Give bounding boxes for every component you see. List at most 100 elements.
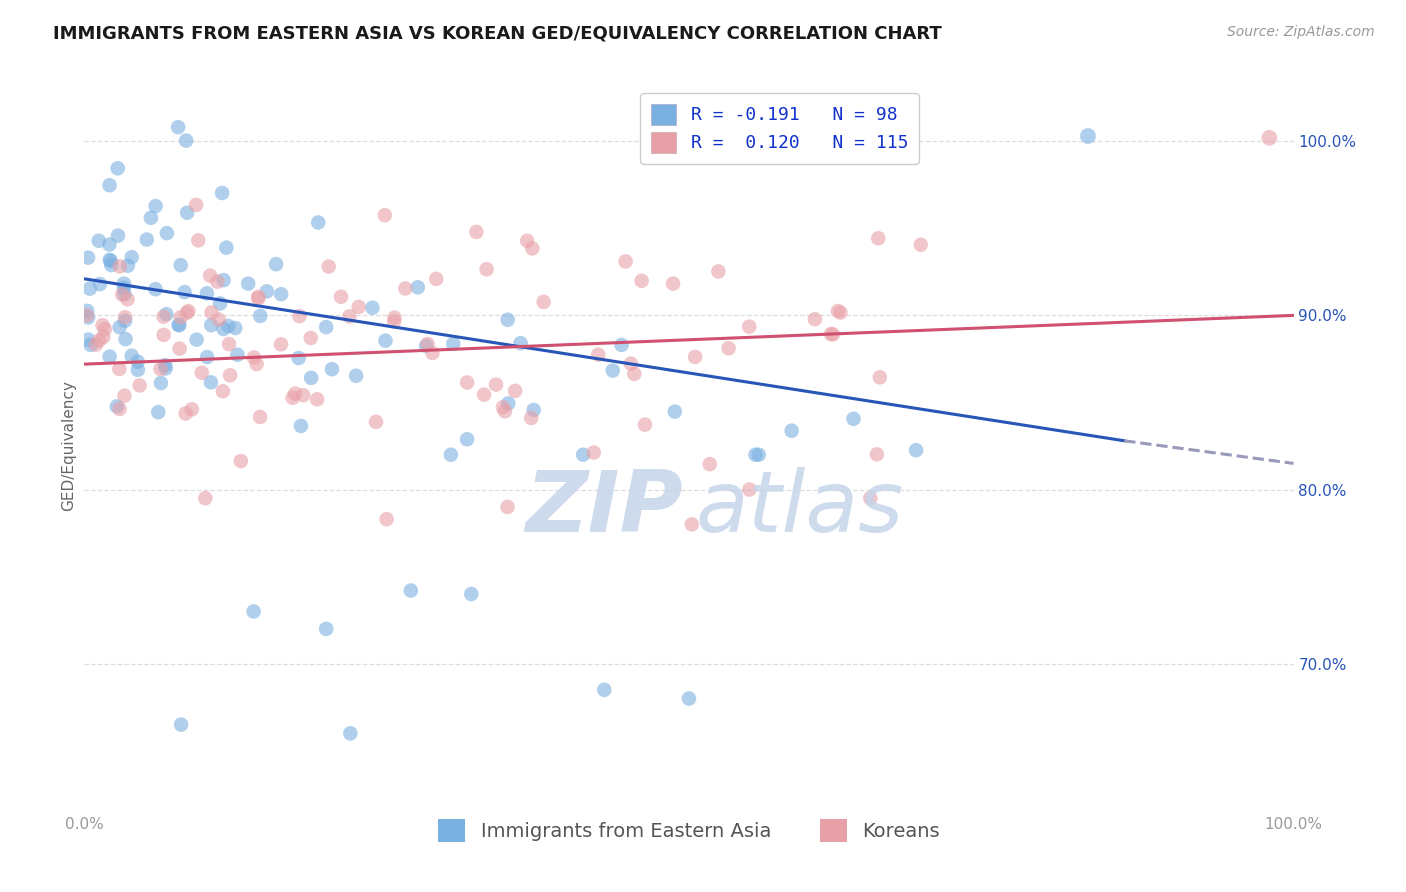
Legend: Immigrants from Eastern Asia, Koreans: Immigrants from Eastern Asia, Koreans — [430, 812, 948, 849]
Point — [868, 231, 890, 245]
Point — [496, 396, 519, 410]
Point — [347, 300, 370, 314]
Point — [249, 309, 271, 323]
Point — [246, 357, 269, 371]
Point — [738, 319, 761, 334]
Point — [121, 349, 143, 363]
Point — [869, 370, 891, 384]
Point — [100, 258, 122, 272]
Point — [226, 348, 249, 362]
Point — [299, 371, 322, 385]
Point — [456, 376, 478, 390]
Point — [209, 296, 232, 310]
Point — [177, 304, 200, 318]
Point — [910, 237, 932, 252]
Point — [485, 377, 508, 392]
Point — [683, 350, 706, 364]
Point — [374, 208, 396, 222]
Point — [77, 310, 100, 325]
Point — [588, 348, 610, 362]
Point — [905, 443, 928, 458]
Point — [219, 368, 242, 383]
Point — [98, 252, 121, 267]
Point — [623, 367, 645, 381]
Point — [107, 228, 129, 243]
Point — [664, 404, 686, 418]
Point — [148, 405, 170, 419]
Point — [249, 409, 271, 424]
Point — [79, 282, 101, 296]
Point — [156, 226, 179, 240]
Point — [89, 277, 111, 291]
Point — [94, 322, 117, 336]
Point — [256, 285, 278, 299]
Point — [114, 310, 136, 325]
Point — [114, 314, 136, 328]
Point — [509, 336, 531, 351]
Point — [460, 587, 482, 601]
Point — [315, 320, 337, 334]
Point — [127, 354, 149, 368]
Point — [516, 234, 538, 248]
Point — [91, 330, 114, 344]
Point — [290, 419, 312, 434]
Point — [475, 262, 498, 277]
Point — [394, 281, 416, 295]
Point — [738, 483, 761, 497]
Point — [375, 512, 398, 526]
Point — [108, 260, 131, 274]
Point — [287, 351, 309, 365]
Point — [117, 292, 139, 306]
Point — [830, 305, 852, 319]
Point — [602, 363, 624, 377]
Point — [494, 404, 516, 418]
Point — [292, 388, 315, 402]
Point — [859, 491, 882, 506]
Point — [496, 312, 519, 326]
Point — [207, 275, 229, 289]
Point — [416, 337, 439, 351]
Point — [217, 318, 239, 333]
Point — [614, 254, 637, 268]
Point — [842, 411, 865, 425]
Point — [139, 211, 162, 225]
Point — [707, 264, 730, 278]
Point — [307, 215, 329, 229]
Point — [198, 268, 221, 283]
Point — [440, 448, 463, 462]
Point — [678, 691, 700, 706]
Point — [218, 337, 240, 351]
Point — [243, 351, 266, 365]
Text: ZIP: ZIP — [526, 467, 683, 549]
Point — [135, 233, 157, 247]
Point — [425, 272, 447, 286]
Point — [465, 225, 488, 239]
Point — [1077, 128, 1099, 143]
Point — [503, 384, 526, 398]
Point — [415, 339, 437, 353]
Point — [620, 357, 643, 371]
Point — [374, 334, 396, 348]
Point — [111, 287, 134, 301]
Point — [399, 583, 422, 598]
Point — [117, 259, 139, 273]
Point — [89, 334, 111, 348]
Point — [153, 358, 176, 372]
Point — [98, 178, 121, 193]
Y-axis label: GED/Equivalency: GED/Equivalency — [60, 381, 76, 511]
Point — [344, 368, 367, 383]
Point — [77, 333, 100, 347]
Point — [406, 280, 429, 294]
Point — [242, 604, 264, 618]
Point — [492, 401, 515, 415]
Point — [699, 457, 721, 471]
Point — [79, 338, 101, 352]
Point — [121, 250, 143, 264]
Point — [270, 287, 292, 301]
Point — [149, 362, 172, 376]
Point — [191, 366, 214, 380]
Point — [1258, 130, 1281, 145]
Point — [572, 448, 595, 462]
Point — [717, 341, 740, 355]
Point — [866, 447, 889, 461]
